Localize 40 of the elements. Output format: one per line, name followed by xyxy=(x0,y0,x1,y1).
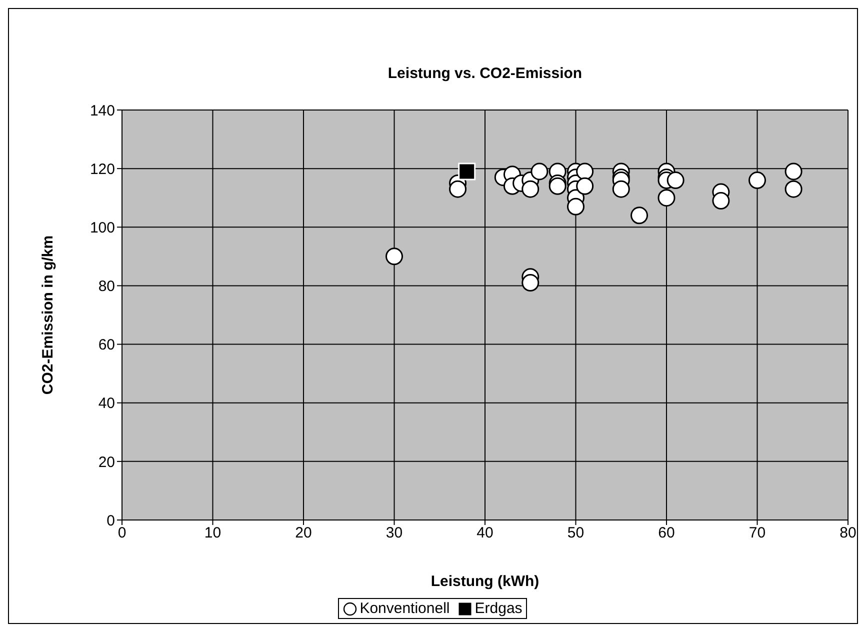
point xyxy=(712,192,730,210)
y-tick-label: 80 xyxy=(98,278,115,296)
point xyxy=(522,274,540,292)
y-tick-label: 0 xyxy=(106,512,115,530)
y-tick-label: 20 xyxy=(98,454,115,471)
x-axis-title: Leistung (kWh) xyxy=(430,573,540,590)
y-tick-label: 120 xyxy=(90,160,115,178)
point xyxy=(576,162,594,180)
legend-label: Erdgas xyxy=(474,600,522,617)
legend-label: Konventionell xyxy=(360,600,450,617)
point xyxy=(630,206,648,224)
x-tick-label: 80 xyxy=(840,524,856,542)
point xyxy=(784,180,802,198)
point xyxy=(748,172,766,190)
point xyxy=(458,162,476,180)
point xyxy=(658,189,676,207)
x-tick-label: 0 xyxy=(118,524,126,542)
y-tick-label: 140 xyxy=(90,102,115,120)
x-tick-label: 30 xyxy=(386,524,403,542)
point xyxy=(576,177,594,195)
point xyxy=(612,180,630,198)
point xyxy=(522,180,540,198)
point xyxy=(386,248,403,266)
x-tick-label: 40 xyxy=(476,524,494,542)
y-axis-title: CO2-Emission in g/km xyxy=(39,235,56,395)
x-tick-label: 20 xyxy=(295,524,312,542)
x-tick-label: 10 xyxy=(204,524,222,542)
point xyxy=(784,162,802,180)
x-tick-label: 70 xyxy=(748,524,766,542)
point xyxy=(567,198,584,216)
chart-title: Leistung vs. CO2-Emission xyxy=(386,65,584,82)
point xyxy=(530,162,548,180)
point xyxy=(449,180,467,198)
point xyxy=(666,172,684,190)
y-tick-label: 40 xyxy=(98,395,115,412)
y-tick-label: 60 xyxy=(98,336,115,354)
point xyxy=(548,177,566,195)
y-tick-label: 100 xyxy=(90,219,115,236)
x-tick-label: 50 xyxy=(567,524,584,542)
x-tick-label: 60 xyxy=(658,524,675,542)
